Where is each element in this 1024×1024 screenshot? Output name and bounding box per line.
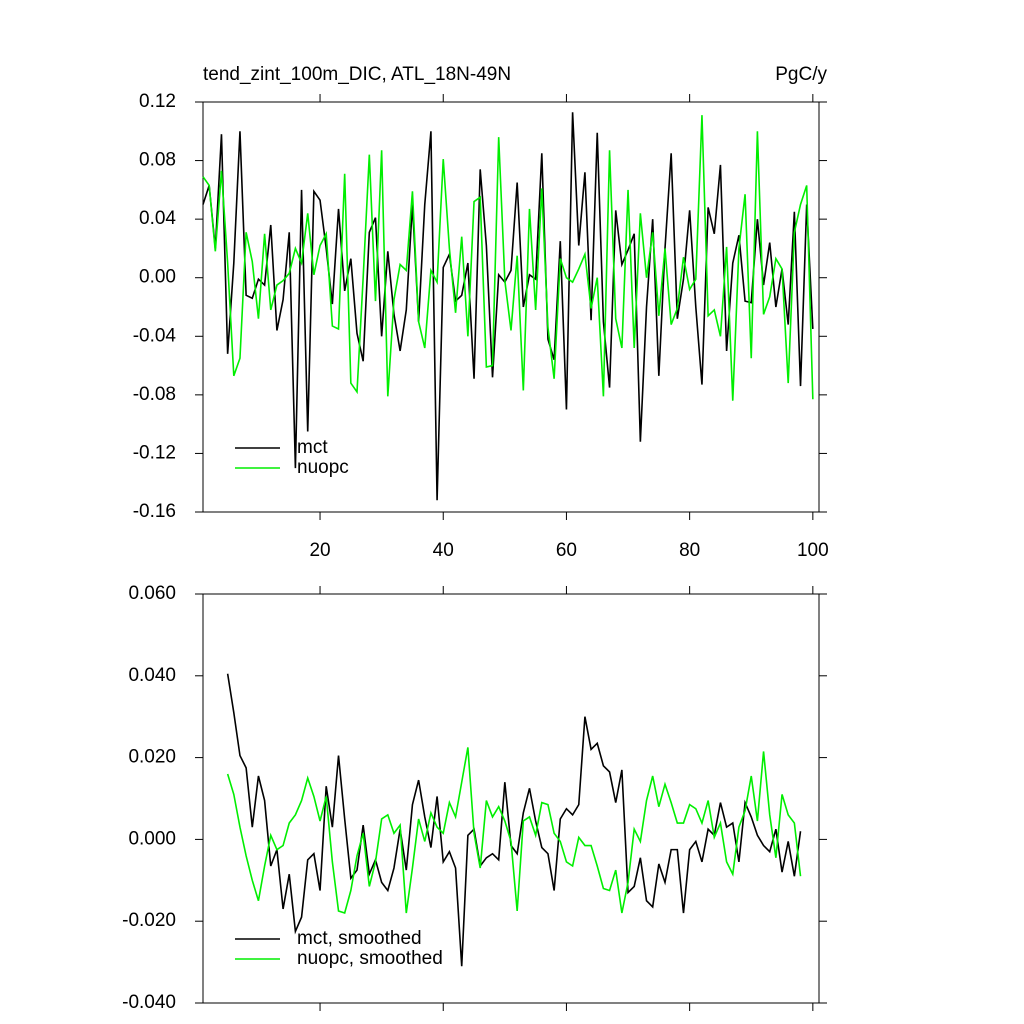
series-line: [202, 112, 814, 501]
y-tick-label: -0.16: [133, 501, 176, 522]
chart-title: tend_zint_100m_DIC, ATL_18N-49N: [203, 64, 511, 85]
series-line: [226, 747, 802, 915]
legend-label: mct, smoothed: [297, 928, 422, 949]
y-tick-label: 0.020: [128, 747, 176, 768]
y-tick-label: 0.00: [139, 267, 176, 288]
y-tick-label: 0.12: [139, 91, 176, 112]
y-tick-label: -0.04: [133, 325, 177, 346]
y-tick-label: 0.08: [139, 150, 176, 171]
x-tick-label: 80: [679, 540, 700, 561]
y-tick-label: 0.04: [139, 208, 176, 229]
chart-units: PgC/y: [775, 64, 827, 85]
series-line: [226, 673, 802, 967]
y-tick-label: 0.060: [128, 583, 176, 604]
legend-label: nuopc, smoothed: [297, 948, 443, 969]
x-tick-label: 40: [433, 540, 454, 561]
y-tick-label: -0.12: [133, 442, 176, 463]
plot-frame: [202, 101, 820, 513]
x-tick-label: 60: [556, 540, 577, 561]
x-tick-label: 100: [797, 540, 829, 561]
legend-label: nuopc: [297, 457, 349, 478]
x-tick-label: 20: [309, 540, 330, 561]
y-tick-label: -0.08: [133, 384, 176, 405]
series-line: [202, 115, 814, 401]
plot-frame: [202, 593, 820, 1004]
y-tick-label: -0.020: [122, 910, 176, 931]
y-tick-label: 0.000: [128, 828, 176, 849]
legend-label: mct: [297, 437, 328, 458]
y-tick-label: 0.040: [128, 665, 176, 686]
y-tick-label: -0.040: [122, 992, 176, 1013]
